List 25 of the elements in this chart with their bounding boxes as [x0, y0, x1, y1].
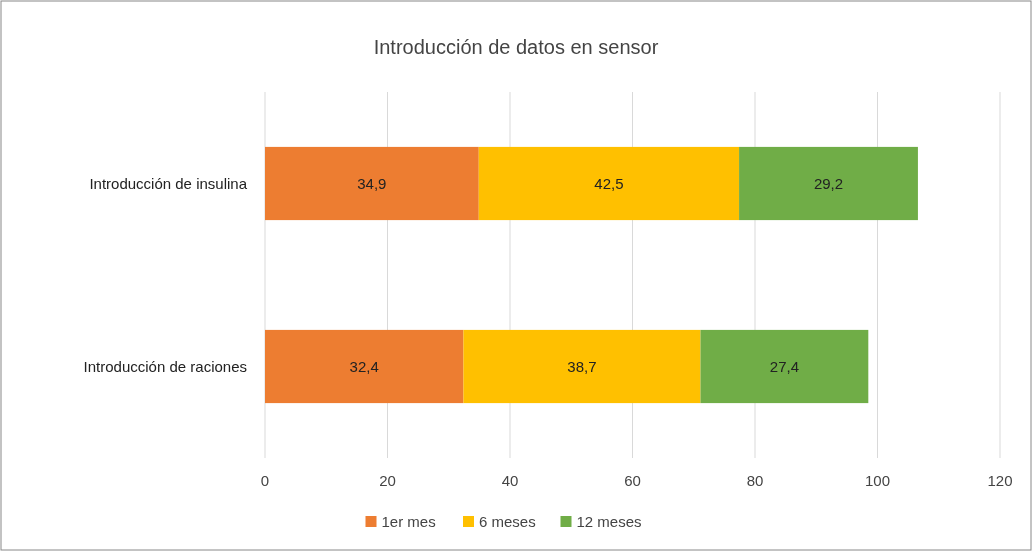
- legend-label: 1er mes: [381, 513, 436, 531]
- bar: [265, 146, 479, 221]
- chart-title: Introducción de datos en sensor: [373, 36, 659, 58]
- x-tick-label: 100: [864, 472, 891, 489]
- data-label: 29,2: [813, 174, 844, 192]
- y-tick-label: Introducción de raciones: [83, 357, 247, 375]
- x-tick-label: 20: [379, 472, 396, 489]
- x-tick-label: 80: [746, 472, 764, 489]
- legend-label: 6 meses: [479, 513, 536, 531]
- x-tick-label: 40: [501, 472, 519, 489]
- data-label: 32,4: [349, 357, 379, 375]
- data-label: 42,5: [594, 174, 624, 192]
- data-label: 34,9: [357, 174, 387, 192]
- bar: [265, 329, 464, 404]
- data-label: 38,7: [567, 357, 597, 375]
- legend-label: 12 meses: [576, 513, 642, 531]
- x-tick-label: 60: [624, 472, 641, 489]
- bar: [739, 146, 918, 221]
- y-tick-label: Introducción de insulina: [89, 174, 248, 192]
- bar: [700, 329, 869, 404]
- x-tick-label: 0: [260, 472, 270, 489]
- bar: [463, 329, 701, 404]
- x-tick-label: 120: [987, 472, 1013, 489]
- bar: [478, 146, 740, 221]
- data-label: 27,4: [769, 357, 799, 375]
